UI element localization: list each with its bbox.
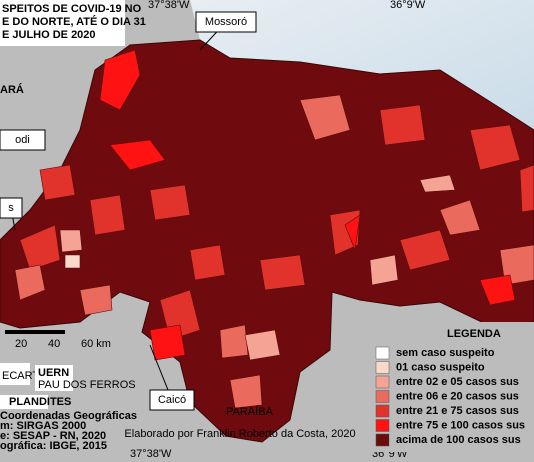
legend-title: LEGENDA (447, 328, 501, 340)
municipality (229, 374, 263, 409)
scale-label: 20 (15, 338, 27, 350)
region-label: PARAÍBA (226, 405, 274, 418)
place-box (149, 389, 195, 411)
municipality (89, 194, 126, 236)
municipality (79, 284, 113, 316)
legend-label: 01 caso suspeito (396, 361, 485, 373)
legend-box (368, 322, 534, 452)
map-title: E JULHO DE 2020 (2, 29, 96, 41)
place-box (195, 11, 257, 33)
title-box (0, 0, 125, 46)
logo (35, 365, 73, 391)
legend-label: entre 06 e 20 casos sus (396, 390, 519, 402)
logo (0, 363, 30, 385)
place-label: Caicó (158, 394, 186, 406)
credit-line: e: SESAP - RN, 2020 (0, 430, 106, 442)
legend-swatch (375, 390, 390, 403)
municipality (244, 329, 281, 361)
municipality (469, 124, 521, 171)
place-label: Mossoró (205, 16, 247, 28)
place-label: odi (15, 134, 30, 146)
legend-label: entre 21 e 75 casos sus (396, 405, 519, 417)
legend-swatch (375, 433, 390, 447)
credit-line: ográfica: IBGE, 2015 (0, 440, 107, 452)
place-label: s (8, 202, 14, 214)
credit-line: Coordenadas Geográficas (0, 410, 137, 422)
municipality (64, 254, 81, 269)
legend-swatch (375, 375, 390, 389)
municipality (99, 49, 141, 111)
municipality (369, 254, 399, 286)
legend-label: entre 75 e 100 casos sus (396, 419, 525, 431)
place-box (0, 197, 23, 219)
logo-text: PLANDITES (9, 396, 71, 408)
map-title: E DO NORTE, ATÉ O DIA 31 (2, 15, 146, 28)
municipality (149, 324, 186, 361)
logo-text: ECART (2, 370, 39, 382)
municipality (59, 229, 83, 253)
graticule-label: 37°38'W (130, 448, 172, 460)
municipality (299, 94, 351, 141)
municipality (399, 229, 451, 271)
sea (190, 0, 534, 140)
credit-line: m: SIRGAS 2000 (0, 420, 86, 432)
region-label: ARÁ (0, 83, 24, 96)
municipality (419, 174, 456, 193)
municipality (19, 224, 61, 271)
scale-label: 40 (48, 338, 60, 350)
municipality (39, 164, 76, 201)
graticule-label: 36°9'W (390, 0, 426, 11)
legend-swatch (375, 361, 390, 374)
municipality (149, 184, 191, 221)
municipality (344, 214, 361, 252)
municipality (259, 254, 306, 291)
legend-swatch (375, 404, 390, 418)
legend-swatch (375, 346, 390, 360)
map-title: SPEITOS DE COVID-19 NO (2, 3, 142, 15)
municipality (439, 199, 481, 236)
logo-text: UERN (38, 367, 69, 379)
legend-label: acima de 100 casos sus (396, 434, 521, 446)
legend-label: entre 02 e 05 casos sus (396, 376, 519, 388)
scale-bar (5, 330, 65, 334)
municipality (519, 164, 534, 213)
scale-label: 60 km (81, 338, 111, 350)
municipality (109, 139, 166, 171)
logo (0, 395, 48, 409)
place-box (0, 129, 46, 151)
legend-swatch (375, 419, 390, 432)
municipality (479, 274, 516, 306)
author: Elaborado por Franklin Roberto da Costa,… (124, 428, 355, 440)
logo-text: PAU DOS FERROS (38, 379, 136, 391)
municipality (189, 244, 226, 281)
municipality (219, 324, 249, 359)
municipality (379, 104, 426, 146)
municipality (14, 264, 46, 301)
graticule-label: 37°38'W (148, 0, 190, 11)
legend-label: sem caso suspeito (396, 347, 495, 359)
